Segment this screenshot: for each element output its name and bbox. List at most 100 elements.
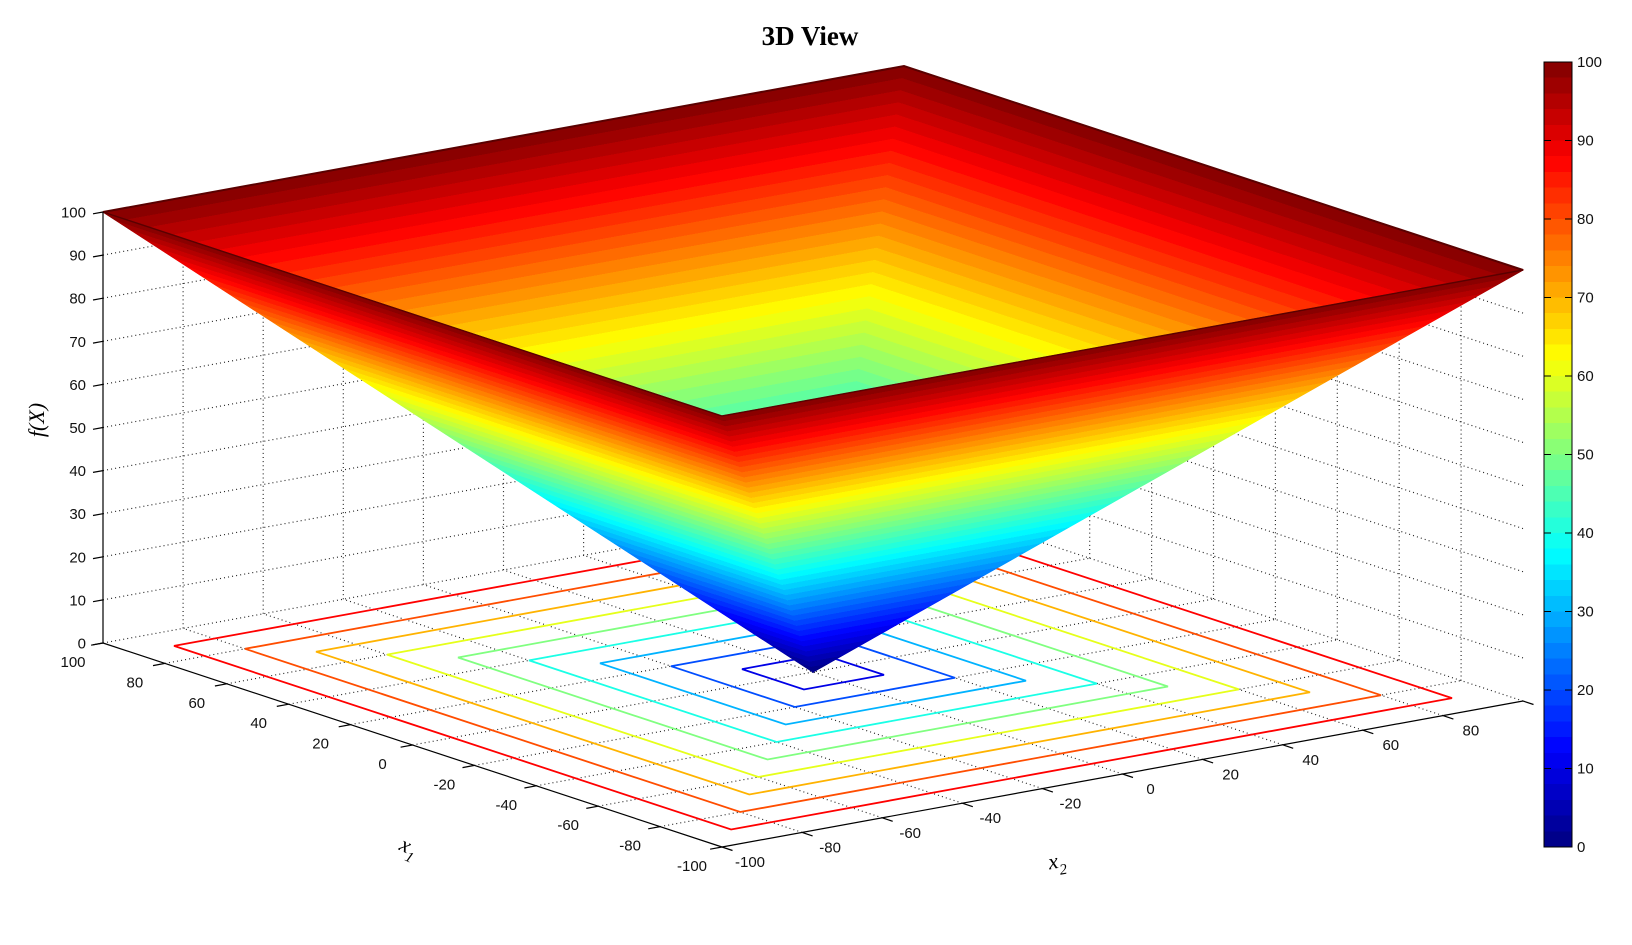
z-tick-mark	[92, 211, 104, 215]
x1-tick-label: 40	[250, 715, 267, 732]
x2-tick-label: 60	[1382, 737, 1399, 754]
colorbar-tick-label: 100	[1577, 54, 1602, 71]
x1-tick-mark	[648, 826, 661, 830]
surface-near-rim-edge	[102, 211, 1524, 417]
x1-tick-mark	[214, 683, 227, 687]
x1-tick-mark	[709, 846, 723, 850]
x1-tick-mark	[152, 662, 166, 667]
z-tick-mark	[92, 340, 104, 344]
x2-tick-mark	[801, 831, 813, 837]
x1-tick-label: -100	[677, 858, 707, 875]
floor-x1-gridline	[226, 537, 1028, 685]
x2-tick-label: -80	[819, 839, 841, 856]
x1-tick-label: -80	[619, 838, 641, 855]
colorbar: 0 10 20 30 40 50 60 70 80 90 100	[1543, 54, 1602, 856]
axes-and-ticks: 0 10 20 30 40 50 60 70 80 90 100 100 80 60 40 20 0 -20 -40…	[60, 205, 1534, 881]
floor-x1-gridline	[598, 659, 1400, 807]
colorbar-tick-label: 10	[1577, 761, 1594, 778]
left-wall-z-gridline	[102, 280, 905, 429]
x1-tick-mark	[90, 642, 104, 646]
x2-axis-label: x2	[1045, 847, 1069, 881]
colorbar-tick-label: 50	[1577, 447, 1594, 464]
surface-far-rim-edge	[102, 64, 1524, 271]
x2-tick-label: -20	[1060, 796, 1082, 813]
x2-tick-mark	[1282, 744, 1294, 749]
x2-tick-mark	[882, 817, 893, 822]
x2-tick-label: -100	[735, 854, 765, 871]
x2-tick-label: 40	[1302, 752, 1319, 769]
left-wall-z-gridline	[102, 367, 905, 515]
x1-tick-mark	[276, 703, 289, 707]
x2-tick-mark	[1522, 700, 1534, 706]
z-tick-mark	[92, 297, 104, 301]
x1-tick-label: 60	[188, 695, 205, 712]
z-axis-label: f(X)	[24, 403, 49, 437]
x1-tick-mark	[338, 724, 351, 728]
x1-tick-label: 0	[378, 756, 386, 773]
z-tick-label: 90	[69, 248, 86, 265]
z-tick-label: 0	[78, 636, 86, 653]
x2-tick-mark	[721, 846, 733, 852]
chart-title: 3D View	[762, 21, 859, 51]
colorbar-tick-label: 40	[1577, 525, 1594, 542]
left-wall-z-gridline	[102, 453, 905, 601]
z-tick-label: 100	[61, 205, 86, 222]
z-tick-label: 60	[69, 377, 86, 394]
surface-mesh	[101, 64, 1525, 674]
x2-tick-label: -60	[899, 825, 921, 842]
x2-tick-mark	[1202, 758, 1214, 764]
colorbar-tick-label: 60	[1577, 368, 1594, 385]
z-tick-label: 10	[69, 592, 86, 609]
x2-tick-mark	[962, 802, 973, 808]
x2-tick-mark	[1442, 715, 1454, 720]
x2-tick-mark	[1122, 773, 1134, 779]
floor-x1-gridline	[536, 639, 1338, 787]
x2-tick-mark	[1362, 729, 1374, 735]
colorbar-tick-label: 30	[1577, 604, 1594, 621]
x2-tick-label: -40	[979, 810, 1001, 827]
x2-tick-label: 80	[1463, 723, 1480, 740]
x1-tick-label: 20	[312, 736, 329, 753]
left-wall-z-gridline	[102, 237, 905, 385]
x1-tick-label: 80	[127, 674, 144, 691]
z-tick-label: 20	[69, 549, 86, 566]
x1-tick-mark	[524, 785, 537, 789]
x1-tick-label: 100	[60, 654, 85, 671]
z-tick-label: 40	[69, 463, 86, 480]
z-tick-label: 80	[69, 291, 86, 308]
colorbar-tick-label: 20	[1577, 682, 1594, 699]
z-tick-label: 30	[69, 506, 86, 523]
z-tick-mark	[92, 426, 104, 430]
z-tick-label: 70	[69, 334, 86, 351]
x2-tick-label: 20	[1222, 766, 1239, 783]
left-wall-z-gridline	[102, 194, 905, 342]
colorbar-tick-label: 0	[1577, 839, 1585, 856]
x1-tick-label: -40	[495, 797, 517, 814]
floor-x1-gridline	[474, 618, 1276, 766]
floor-x1-gridline	[412, 598, 1214, 746]
x1-tick-label: -20	[434, 776, 456, 793]
z-tick-mark	[92, 599, 104, 603]
x1-tick-label: -60	[557, 817, 579, 834]
floor-x1-gridline	[288, 557, 1090, 705]
left-wall-z-gridline	[102, 496, 905, 644]
z-tick-mark	[92, 470, 104, 473]
z-tick-mark	[92, 556, 104, 560]
x1-tick-mark	[400, 744, 413, 748]
colorbar-tick-label: 70	[1577, 290, 1594, 307]
colorbar-tick-label: 90	[1577, 133, 1594, 150]
z-tick-label: 50	[69, 420, 86, 437]
floor-x1-gridline	[350, 578, 1152, 726]
colorbar-tick-label: 80	[1577, 211, 1594, 228]
x2-tick-mark	[1042, 788, 1054, 793]
x1-tick-mark	[586, 805, 599, 809]
x2-tick-label: 0	[1146, 781, 1154, 798]
z-tick-mark	[92, 383, 104, 387]
z-tick-mark	[92, 513, 104, 517]
left-wall-z-gridline	[102, 410, 905, 558]
x1-tick-mark	[462, 764, 475, 769]
left-wall-z-gridline	[102, 324, 905, 472]
z-tick-mark	[92, 254, 104, 258]
